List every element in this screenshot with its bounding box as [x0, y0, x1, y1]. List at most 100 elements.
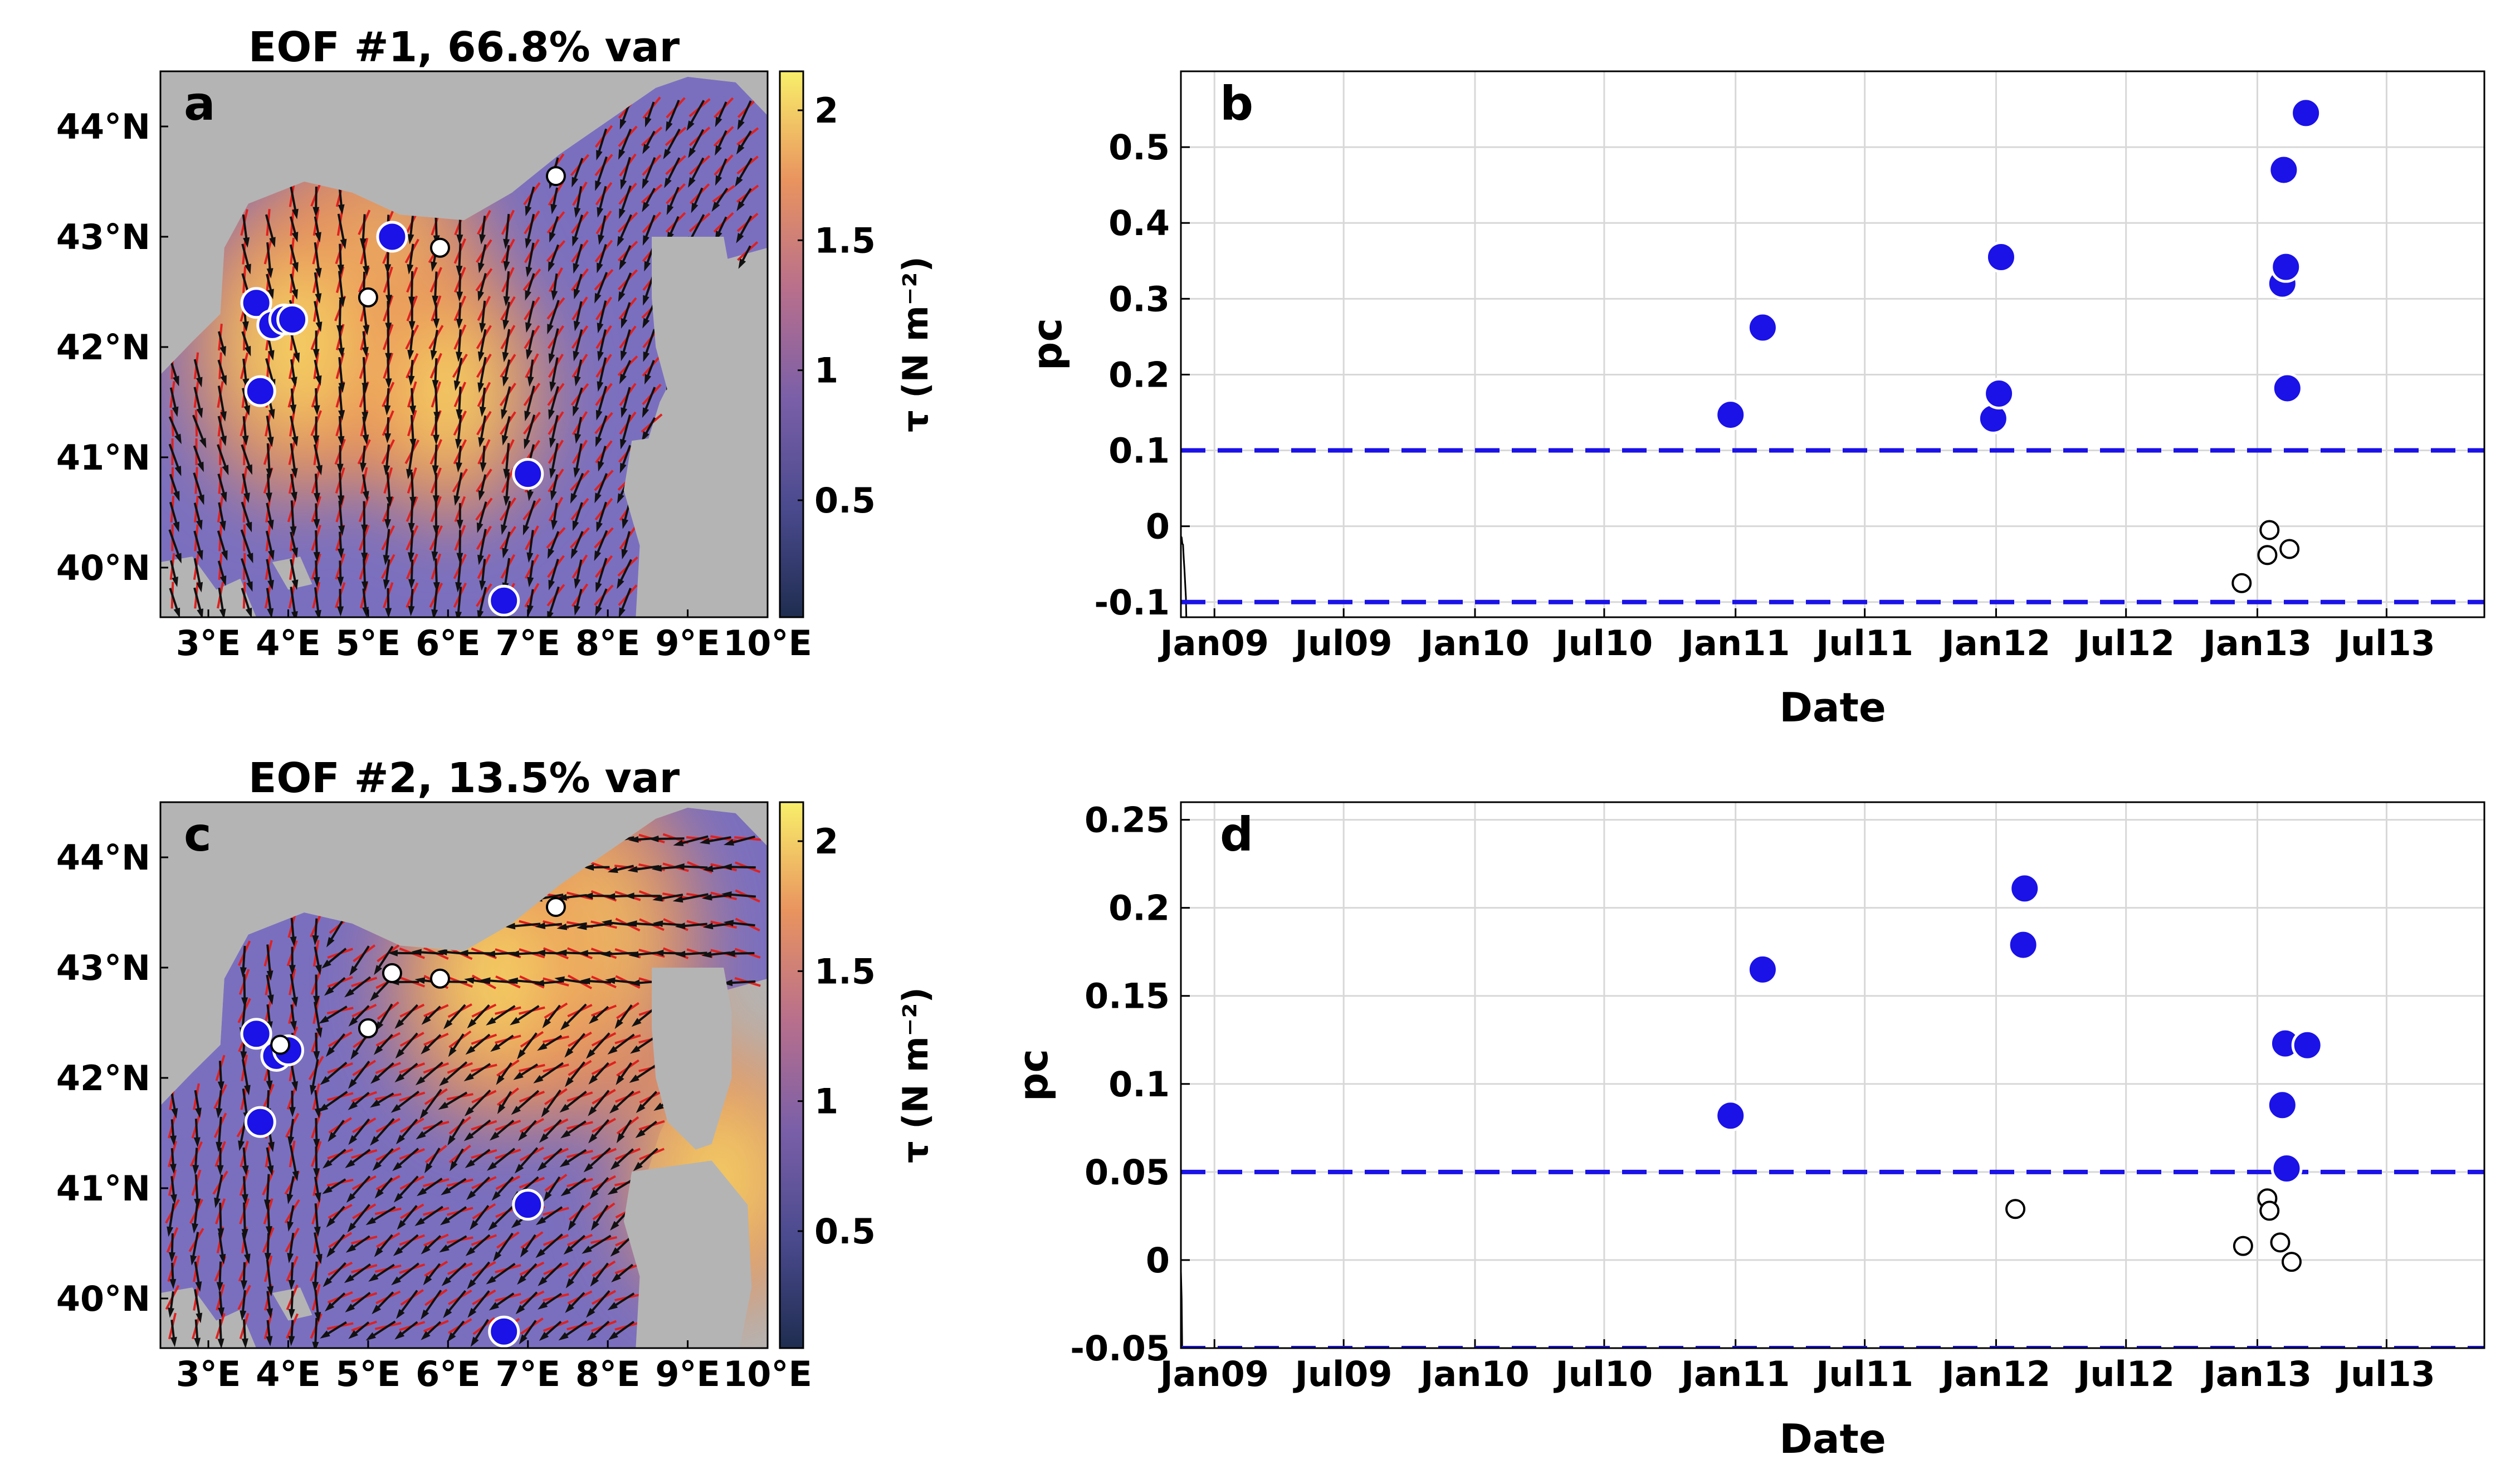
y-tick-label: 0.5: [1108, 127, 1170, 168]
wind-arrow: [595, 530, 608, 557]
arrow-head: [721, 863, 732, 871]
wind-arrow: [397, 1004, 418, 1026]
wind-arrow: [192, 414, 206, 444]
y-tick-label: -0.05: [1070, 1328, 1170, 1369]
arrow-head: [621, 318, 628, 329]
arrow-head: [619, 208, 626, 219]
wind-arrow: [351, 945, 370, 972]
arrow-head: [477, 610, 484, 617]
wind-arrow: [458, 243, 462, 271]
balearic-island: [160, 557, 257, 617]
arrow-head: [589, 1189, 599, 1199]
arrow-head: [246, 581, 253, 592]
arrow-head: [619, 119, 627, 130]
arrow-head: [467, 1307, 477, 1318]
wind-arrow: [589, 1290, 611, 1315]
white-point: [2259, 1200, 2280, 1221]
arrow-head: [291, 232, 299, 242]
wind-arrow: [457, 558, 462, 587]
arrow-head: [598, 461, 604, 472]
arrow-head: [572, 177, 578, 188]
arrow-head: [590, 1276, 599, 1287]
arrow-head: [242, 435, 249, 446]
arrow-head: [539, 1133, 549, 1143]
arrow-head: [365, 1217, 376, 1226]
arrow-head: [431, 261, 437, 272]
colorbar-a: 0.5 1 1.5 2 τ (N m⁻²): [779, 70, 936, 618]
blue-marker: [512, 1189, 544, 1221]
wind-arrow: [191, 1232, 199, 1261]
wind-arrow: [571, 472, 584, 499]
arrow-head: [266, 1308, 273, 1319]
arrow-head: [588, 1133, 598, 1144]
y-tick-label: 43°N: [56, 217, 150, 257]
x-tick-label: Jul09: [1293, 623, 1393, 663]
x-tick-label: Jan09: [1158, 623, 1269, 663]
wind-arrow: [689, 157, 705, 183]
arrow-head: [486, 1017, 496, 1026]
panel-label-a: a: [184, 76, 216, 131]
arrow-head: [551, 290, 558, 301]
wind-arrow: [563, 1003, 587, 1027]
map-axes-c: 3°E 4°E 5°E 6°E 7°E 8°E 9°E 10°E 40°N 41°N 42°N 43°…: [56, 837, 812, 1394]
arrow-head: [373, 1045, 383, 1055]
arrow-head: [464, 977, 475, 984]
arrow-head: [588, 1106, 597, 1116]
arrow-head: [736, 233, 744, 243]
wind-arrow: [727, 893, 756, 898]
arrow-head: [172, 577, 178, 587]
arrow-head: [583, 1163, 593, 1173]
arrow-head: [384, 264, 392, 275]
wind-arrow: [417, 950, 444, 955]
wind-arrow: [311, 1059, 319, 1090]
map-frame-c: [159, 801, 769, 1349]
arrow-head: [525, 266, 533, 277]
arrow-head: [421, 1309, 429, 1320]
arrow-head: [607, 1046, 618, 1055]
wind-arrow: [418, 1205, 443, 1224]
wind-arrow: [490, 1262, 516, 1282]
arrow-head: [464, 1107, 474, 1116]
arrow-head: [627, 920, 637, 928]
arrow-head: [221, 550, 228, 561]
wind-arrow: [338, 386, 343, 415]
arrow-head: [424, 1163, 433, 1174]
arrow-head: [386, 496, 393, 507]
arrow-head: [312, 1341, 319, 1348]
arrow-head: [607, 866, 618, 873]
arrow-head: [360, 238, 367, 248]
arrow-head: [642, 407, 649, 418]
arrow-head: [406, 468, 413, 480]
arrow-head: [431, 551, 438, 562]
arrow-head: [596, 521, 603, 533]
arrow-head: [467, 1019, 477, 1029]
wind-arrow: [289, 1145, 297, 1177]
wind-arrow: [219, 1202, 222, 1233]
arrow-head: [372, 1161, 382, 1171]
arrow-head: [518, 1131, 528, 1141]
colorbar-tick-label: 0.5: [814, 480, 876, 521]
arrow-head: [691, 202, 699, 213]
arrow-head: [503, 238, 510, 250]
colorbar-tick-label: 1: [814, 350, 838, 391]
white-point: [2259, 520, 2280, 540]
arrow-head: [688, 148, 696, 158]
arrow-head: [219, 575, 227, 586]
x-tick-label: Jul13: [2336, 623, 2435, 663]
arrow-head: [313, 1051, 320, 1062]
arrow-head: [197, 550, 203, 561]
arrow-head: [539, 1331, 549, 1341]
arrow-head: [216, 1282, 223, 1292]
arrow-head: [543, 1191, 552, 1202]
wind-arrow: [217, 444, 228, 471]
white-marker: [545, 897, 566, 917]
arrow-head: [362, 607, 369, 617]
arrow-head: [548, 353, 555, 364]
wind-arrow: [240, 558, 252, 587]
blue-marker: [376, 221, 408, 253]
arrow-head: [721, 891, 732, 898]
arrow-head: [479, 323, 486, 333]
wind-arrow: [350, 1204, 370, 1229]
arrow-head: [222, 465, 229, 476]
blue-marker: [488, 1315, 520, 1348]
